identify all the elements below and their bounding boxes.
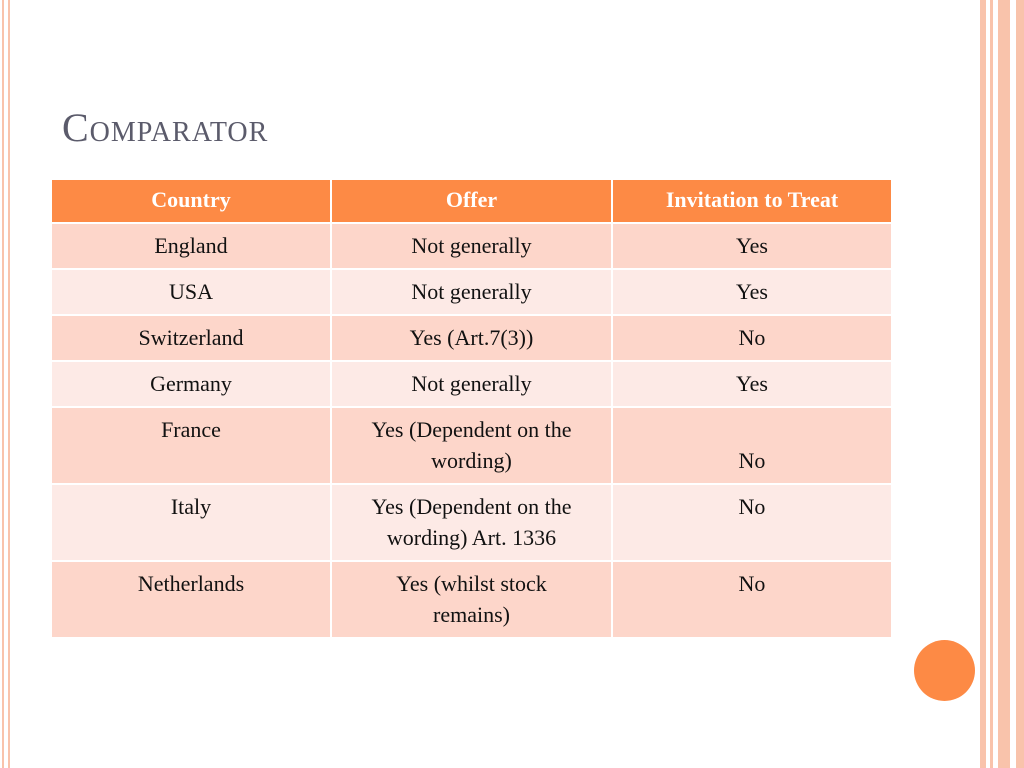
table-cell: Netherlands — [52, 562, 330, 637]
table-cell: Switzerland — [52, 316, 330, 360]
table-cell: USA — [52, 270, 330, 314]
header-cell: Country — [52, 180, 330, 222]
table-row: Italy Yes (Dependent on the wording) Art.… — [52, 485, 891, 560]
table-cell: Yes (Dependent on the wording) — [332, 408, 611, 483]
table-row: Netherlands Yes (whilst stock remains) No — [52, 562, 891, 637]
border-stripe — [980, 0, 986, 768]
table-cell: Yes — [613, 270, 891, 314]
table-cell: No — [613, 408, 891, 483]
table-cell: Not generally — [332, 362, 611, 406]
table-cell: Yes (Art.7(3)) — [332, 316, 611, 360]
table-cell: France — [52, 408, 330, 483]
border-stripe — [990, 0, 993, 768]
table-cell: No — [613, 485, 891, 560]
table-cell: Yes (whilst stock remains) — [332, 562, 611, 637]
decorative-circle — [914, 640, 975, 701]
table-cell: Not generally — [332, 224, 611, 268]
table-cell: Yes (Dependent on the wording) Art. 1336 — [332, 485, 611, 560]
table-cell: Germany — [52, 362, 330, 406]
table-row: France Yes (Dependent on the wording) No — [52, 408, 891, 483]
border-stripe — [998, 0, 1010, 768]
border-stripe — [1016, 0, 1024, 768]
border-stripe — [8, 0, 10, 768]
slide-title: Comparator — [62, 105, 269, 150]
table-cell: Yes — [613, 224, 891, 268]
table-cell: No — [613, 562, 891, 637]
table-row: England Not generally Yes — [52, 224, 891, 268]
header-cell: Invitation to Treat — [613, 180, 891, 222]
header-row: Country Offer Invitation to Treat — [52, 180, 891, 222]
table-cell: Italy — [52, 485, 330, 560]
table-cell: No — [613, 316, 891, 360]
table-cell: Yes — [613, 362, 891, 406]
table-row: USA Not generally Yes — [52, 270, 891, 314]
table-cell: Not generally — [332, 270, 611, 314]
comparison-table: Country Offer Invitation to Treat England N… — [50, 178, 893, 639]
table-row: Germany Not generally Yes — [52, 362, 891, 406]
table-row: Switzerland Yes (Art.7(3)) No — [52, 316, 891, 360]
header-cell: Offer — [332, 180, 611, 222]
border-stripe — [2, 0, 4, 768]
table-cell: England — [52, 224, 330, 268]
